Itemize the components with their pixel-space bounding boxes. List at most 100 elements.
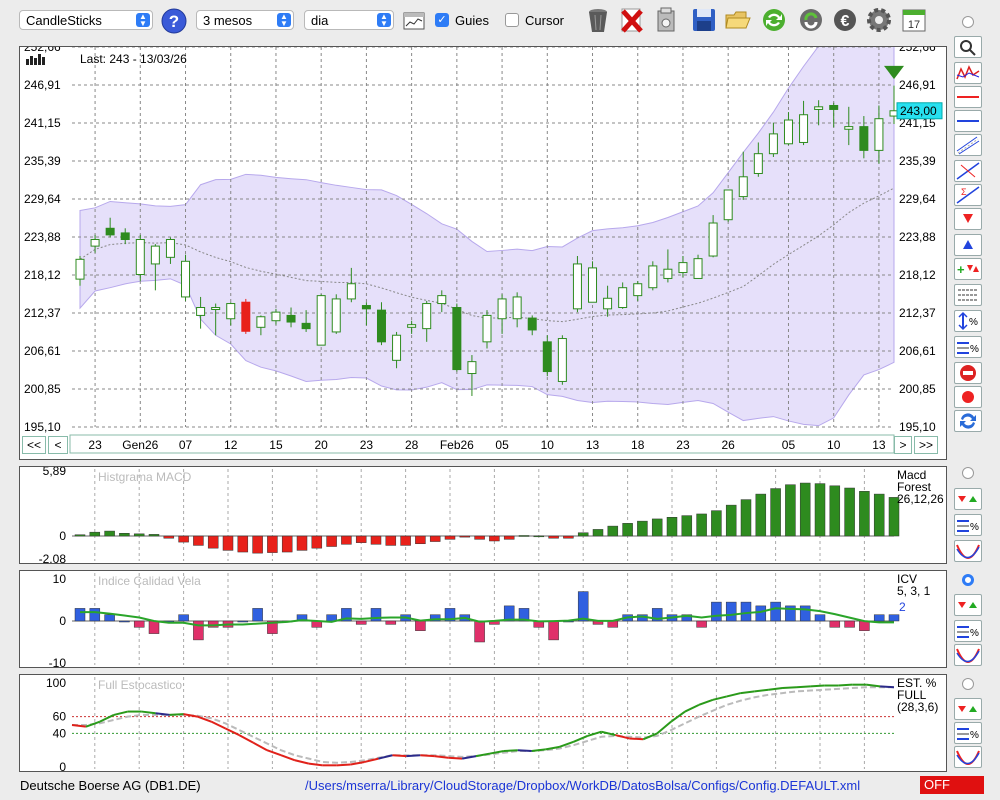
candle <box>527 315 537 336</box>
indicator-name: Forest <box>897 480 932 494</box>
histogram-bar <box>207 535 219 549</box>
guides-checkbox[interactable]: ✓ <box>435 13 449 27</box>
channel-icon[interactable] <box>954 134 982 156</box>
trendline-icon[interactable] <box>954 160 982 182</box>
nav-first-button[interactable]: << <box>22 436 46 454</box>
refresh-icon[interactable] <box>760 6 788 34</box>
x-tick-label: 23 <box>676 438 690 452</box>
x-tick-label: 13 <box>586 438 600 452</box>
histogram-bar <box>385 620 397 625</box>
help-icon[interactable]: ? <box>161 8 187 34</box>
open-folder-icon[interactable] <box>724 6 752 34</box>
delete-chart-icon[interactable] <box>618 6 646 34</box>
price-chart[interactable]: 252,66 252,66 246,91 246,91 241,15 241,15 235,… <box>20 12 946 459</box>
y-tick-label-right: 195,10 <box>899 420 936 434</box>
histogram-bar <box>725 504 737 537</box>
add-signals-icon[interactable]: + <box>954 258 982 280</box>
stoch-panel[interactable]: Full Estocastico 100 60 40 0 EST. % FULL (28,3,… <box>19 674 947 774</box>
svg-text:%: % <box>970 344 979 355</box>
cursor-checkbox[interactable] <box>505 13 519 27</box>
histogram-bar <box>193 620 204 641</box>
candle <box>753 142 763 177</box>
arrow-down-icon[interactable] <box>954 208 982 230</box>
histogram-bar <box>89 531 101 537</box>
bollinger-band <box>79 12 895 427</box>
icv-signals-icon[interactable] <box>954 594 982 616</box>
nav-last-button[interactable]: >> <box>914 436 938 454</box>
main-panel-radio[interactable] <box>962 16 974 28</box>
candle <box>708 215 718 258</box>
price-chart-panel[interactable]: 252,66 252,66 246,91 246,91 241,15 241,15 235,… <box>19 12 947 460</box>
database-icon[interactable] <box>652 6 680 34</box>
interval-select[interactable]: dia ▲ ▼ <box>304 10 394 30</box>
candle <box>497 294 507 334</box>
candle-body <box>874 118 884 151</box>
histogram-bar <box>651 608 663 622</box>
period-select[interactable]: 3 mesos ▲ ▼ <box>196 10 294 30</box>
percent-lines-icon[interactable]: % <box>954 336 982 358</box>
candle <box>165 237 175 264</box>
histogram-bar <box>607 525 619 537</box>
status-badge[interactable]: OFF <box>920 776 984 794</box>
euro-icon[interactable]: € <box>831 6 859 34</box>
indicator-name: (28,3,6) <box>897 700 938 714</box>
icv-curve-icon[interactable] <box>954 644 982 666</box>
macd-chart[interactable]: Histgrama MACD 5,89 0 -2,08 MacdForest26,12,… <box>20 464 946 566</box>
histogram-bar <box>237 535 249 553</box>
histogram-bar <box>326 535 337 547</box>
stoch-curve-icon[interactable] <box>954 746 982 768</box>
blue-line-icon[interactable] <box>954 110 982 132</box>
icv-panel[interactable]: Indice Calidad Vela 10 0 -10 ICV 5, 3, 1 2 <box>19 570 947 670</box>
cursor-label: Cursor <box>525 13 565 28</box>
stoch-percent-lines-icon[interactable]: % <box>954 722 982 744</box>
nav-next-button[interactable]: > <box>894 436 912 454</box>
calendar-icon[interactable]: 17 <box>900 6 928 34</box>
candle <box>271 308 281 325</box>
histogram-bar <box>592 529 604 537</box>
candle-body <box>196 307 206 316</box>
candle <box>75 256 85 286</box>
histogram-bar <box>799 605 811 622</box>
nav-prev-button[interactable]: < <box>48 436 68 454</box>
horizontal-lines-icon[interactable] <box>954 284 982 306</box>
candle <box>482 310 492 349</box>
histogram-bar <box>503 535 515 540</box>
percent-range-icon[interactable]: % <box>954 310 982 332</box>
stoch-k-segment <box>559 740 574 748</box>
trash-icon[interactable] <box>584 6 612 34</box>
macd-panel[interactable]: Histgrama MACD 5,89 0 -2,08 Macd Forest 26,12,… <box>19 464 947 566</box>
arrow-up-icon[interactable] <box>954 234 982 256</box>
candle-body <box>407 324 417 328</box>
candle <box>618 282 628 309</box>
config-path-link[interactable]: /Users/mserra/Library/CloudStorage/Dropb… <box>305 778 861 793</box>
save-icon[interactable] <box>690 6 718 34</box>
histogram-bar <box>888 497 900 537</box>
macd-panel-radio[interactable] <box>962 467 974 479</box>
macd-signals-icon[interactable] <box>954 488 982 510</box>
chart-window-icon[interactable] <box>403 11 425 31</box>
red-line-icon[interactable] <box>954 86 982 108</box>
sync-icon[interactable] <box>797 6 825 34</box>
indicator-chart-icon[interactable] <box>954 62 982 84</box>
icv-panel-radio[interactable] <box>962 574 974 586</box>
icv-percent-lines-icon[interactable]: % <box>954 620 982 642</box>
fibonacci-icon[interactable]: Σ <box>954 184 982 206</box>
stoch-chart[interactable]: Full Estocastico 100 60 40 0 EST. %FULL(28,3,… <box>20 675 946 774</box>
histogram-bar <box>622 523 633 537</box>
no-entry-icon[interactable] <box>954 362 982 384</box>
macd-curve-icon[interactable] <box>954 540 982 562</box>
swap-icon[interactable] <box>954 410 982 432</box>
record-icon[interactable] <box>954 386 982 408</box>
stoch-panel-radio[interactable] <box>962 678 974 690</box>
x-tick-label: Feb26 <box>440 438 474 452</box>
y-tick-label-left: 252,66 <box>24 47 61 54</box>
chart-type-select[interactable]: CandleSticks ▲ ▼ <box>19 10 153 30</box>
zoom-icon[interactable] <box>954 36 982 58</box>
price-tag-label: 243,00 <box>900 104 937 118</box>
macd-percent-lines-icon[interactable]: % <box>954 514 982 536</box>
stoch-k-segment <box>392 754 407 758</box>
candle <box>316 294 326 346</box>
gear-icon[interactable] <box>865 6 893 34</box>
stoch-signals-icon[interactable] <box>954 698 982 720</box>
